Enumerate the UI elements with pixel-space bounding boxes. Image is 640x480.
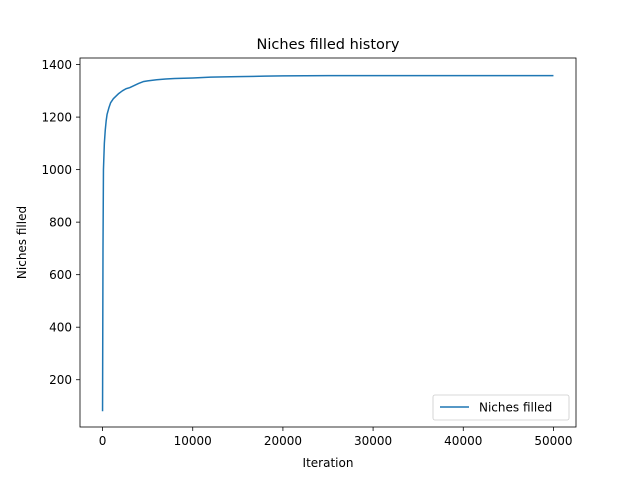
y-axis-label: Niches filled (15, 206, 29, 279)
legend-label-niches-filled: Niches filled (479, 401, 552, 415)
y-tick-label: 200 (49, 373, 72, 387)
y-tick-label: 400 (49, 321, 72, 335)
x-tick-label: 20000 (264, 434, 302, 448)
plot-area (79, 57, 577, 428)
chart-title: Niches filled history (257, 37, 400, 53)
x-tick-label: 50000 (534, 434, 572, 448)
x-tick-label: 30000 (354, 434, 392, 448)
x-tick-label: 10000 (174, 434, 212, 448)
legend: Niches filled (432, 394, 570, 421)
x-axis-label: Iteration (303, 456, 354, 470)
y-tick-label: 1000 (41, 163, 72, 177)
plot-background (80, 58, 576, 427)
y-tick-label: 1400 (41, 58, 72, 72)
y-tick-label: 800 (49, 216, 72, 230)
y-tick-label: 600 (49, 268, 72, 282)
x-axis-ticks: 0 10000 20000 30000 40000 50000 (99, 427, 573, 448)
x-tick-label: 40000 (444, 434, 482, 448)
y-axis-ticks: 200 400 600 800 1000 1200 1400 (41, 58, 80, 387)
legend-box (432, 394, 570, 421)
x-tick-label: 0 (99, 434, 107, 448)
series-line-niches-filled (101, 74, 554, 412)
y-tick-label: 1200 (41, 111, 72, 125)
axes-frame (79, 57, 577, 428)
